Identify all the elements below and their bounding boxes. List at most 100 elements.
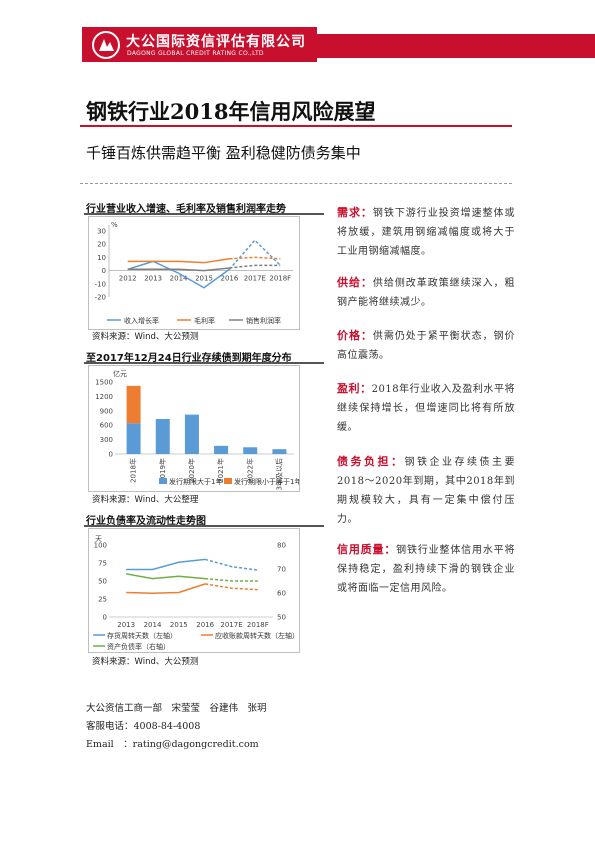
- chart2-x-tick: 2021年: [216, 458, 225, 483]
- chart2-bar: [126, 385, 141, 424]
- section-text: 供需仍处于紧平衡状态，钢价高位震荡。: [337, 331, 516, 361]
- section-profit: 盈利：2018年行业收入及盈利水平将继续保持增长，但增速同比将有所放缓。: [337, 379, 515, 437]
- chart3-series-line: [126, 573, 206, 580]
- analyst-team: 大公资信工商一部 宋莹莹 谷建伟 张玥: [86, 703, 267, 714]
- chart3-x-tick: 2018F: [247, 621, 269, 629]
- section-head: 盈利：: [337, 382, 372, 395]
- chart3-x-tick: 2015: [170, 621, 188, 629]
- section-head: 债务负担：: [337, 455, 405, 468]
- logo-emblem-icon: [92, 31, 120, 59]
- chart3-y-tick-left: 50: [98, 578, 107, 586]
- chart1-series-forecast: [228, 239, 281, 270]
- chart2-bar: [214, 445, 229, 454]
- service-phone: 客服电话：4008-84-4008: [86, 721, 201, 732]
- chart1-legend: 收入增长率 毛利率 销售利润率: [107, 316, 281, 325]
- section-text: 钢铁企业存续债主要2018～2020年到期，其中2018年到期规模较大，具有一定…: [337, 457, 515, 525]
- section-text: 供给侧改革政策继续深入，粗钢产能将继续减少。: [337, 278, 516, 308]
- chart1-frame: % 30 20 10 0 -10 -20 2012 2013 2014 2015 2016 2017…: [88, 216, 300, 330]
- chart3-source: 资料来源：Wind、大公预测: [92, 657, 199, 667]
- chart2-bar: [126, 423, 141, 454]
- chart3-x-tick: 2014: [144, 621, 162, 629]
- chart1-y-tick: -10: [95, 280, 106, 288]
- chart3-heading: 行业负债率及流动性走势图: [86, 516, 206, 527]
- section-credit: 信用质量：钢铁行业整体信用水平将保持稳定，盈利持续下滑的钢铁企业或将面临一定信用…: [337, 540, 515, 598]
- chart3-series-line: [126, 583, 206, 594]
- chart3-y-tick-left: 75: [98, 560, 107, 568]
- chart3-series-forecast: [204, 558, 258, 571]
- chart3-y-tick-right: 80: [277, 542, 286, 550]
- chart3-x-tick: 2017E: [220, 621, 242, 629]
- chart2-x-tick: 2018年: [129, 458, 138, 483]
- section-text: 2018年行业收入及盈利水平将继续保持增长，但增速同比将有所放缓。: [337, 384, 516, 433]
- chart3-y-tick-left: 0: [103, 614, 107, 622]
- contact-email[interactable]: Email ：rating@dagongcredit.com: [86, 739, 259, 750]
- chart1-x-tick: 2013: [144, 275, 162, 283]
- chart3-series-line: [126, 558, 206, 571]
- chart2-y-tick: 0: [109, 451, 113, 459]
- chart2-heading: 至2017年12月24日行业存续债到期年度分布: [86, 353, 292, 364]
- chart2-bar: [272, 449, 287, 454]
- chart3-legend-item: 存货周转天数（左轴）: [107, 631, 177, 640]
- section-demand: 需求：钢铁下游行业投资增速整体或将放缓，建筑用钢缩减幅度或将大于工业用钢缩减幅度…: [337, 203, 515, 261]
- chart2-y-tick: 300: [100, 436, 113, 444]
- page-title: 钢铁行业2018年信用风险展望: [86, 99, 376, 124]
- chart3-frame: 天 100 75 50 25 0 80 70 60 50 2013 2014 2015 2016 20…: [88, 528, 300, 653]
- chart3-legend-item: 资产负债率（右轴）: [107, 642, 170, 651]
- section-text: 钢铁下游行业投资增速整体或将放缓，建筑用钢缩减幅度或将大于工业用钢缩减幅度。: [337, 208, 516, 257]
- chart1-svg: % 30 20 10 0 -10 -20 2012 2013 2014 2015 2016 2017…: [95, 221, 293, 325]
- section-debt: 债务负担：钢铁企业存续债主要2018～2020年到期，其中2018年到期规模较大…: [337, 452, 515, 529]
- chart2-bar: [243, 447, 258, 454]
- chart1-legend-item: 收入增长率: [124, 316, 159, 325]
- chart3-unit: 天: [95, 535, 102, 543]
- chart2-legend: 发行期限大于1年 发行期限小于等于1年: [159, 477, 301, 486]
- chart3-x-tick: 2016: [196, 621, 214, 629]
- chart1-series-line: [127, 267, 230, 272]
- chart3-legend: 存货周转天数（左轴） 应收账款周转天数（左轴） 资产负债率（右轴）: [93, 631, 299, 651]
- chart1-y-tick: -20: [95, 294, 106, 302]
- chart1-x-tick: 2017E: [244, 275, 266, 283]
- company-name-en: DAGONG GLOBAL CREDIT RATING CO.,LTD: [127, 50, 264, 57]
- section-supply: 供给：供给侧改革政策继续深入，粗钢产能将继续减少。: [337, 273, 515, 312]
- chart2-y-tick: 1200: [95, 393, 113, 401]
- chart3-y-tick-left: 100: [94, 542, 107, 550]
- chart1-legend-item: 毛利率: [194, 316, 215, 325]
- chart3-series-forecast: [205, 583, 258, 591]
- chart1-series-line: [127, 257, 230, 264]
- chart1-unit: %: [111, 221, 118, 229]
- chart2-source: 资料来源：Wind、大公整理: [92, 495, 199, 505]
- chart2-y-tick: 900: [100, 407, 113, 415]
- chart3-y-tick-right: 50: [277, 614, 286, 622]
- chart3-legend-item: 应收账款周转天数（左轴）: [215, 631, 299, 640]
- chart2-svg: 亿元 1500 1200 900 600 300 0 2018年 2019年 2020年 202…: [95, 369, 301, 504]
- page-header: 大公国际资信评估有限公司 DAGONG GLOBAL CREDIT RATING…: [0, 0, 595, 72]
- chart2-bar: [184, 414, 199, 454]
- chart3-y-tick-right: 60: [277, 590, 286, 598]
- section-head: 供给：: [337, 276, 373, 289]
- chart3-y-tick-left: 25: [98, 596, 107, 604]
- company-name-cn: 大公国际资信评估有限公司: [126, 34, 306, 50]
- contact-footer: 大公资信工商一部 宋莹莹 谷建伟 张玥 客服电话：4008-84-4008 Em…: [86, 700, 267, 754]
- section-text: 钢铁行业整体信用水平将保持稳定，盈利持续下滑的钢铁企业或将面临一定信用风险。: [337, 545, 516, 594]
- chart2-legend-item: 发行期限大于1年: [169, 477, 222, 486]
- chart3-series-forecast: [205, 577, 258, 582]
- chart1-y-tick: 0: [102, 267, 106, 275]
- page-subtitle: 千锤百炼供需趋平衡 盈利稳健防债务集中: [86, 144, 361, 162]
- chart2-x-tick: 2023年及以后: [274, 458, 283, 491]
- chart2-x-tick: 2019年: [158, 458, 167, 483]
- chart3-rule: [84, 525, 324, 527]
- chart1-y-tick: 10: [97, 254, 106, 262]
- chart1-series-forecast: [229, 256, 281, 260]
- chart2-y-tick: 600: [100, 422, 113, 430]
- chart2-unit: 亿元: [113, 369, 127, 378]
- chart1-legend-item: 销售利润率: [246, 316, 281, 325]
- chart1-x-tick: 2012: [119, 275, 137, 283]
- chart2-frame: 亿元 1500 1200 900 600 300 0 2018年 2019年 2020年 202…: [88, 365, 301, 504]
- chart1-rule: [84, 213, 324, 215]
- title-divider: [80, 125, 512, 127]
- chart3-x-tick: 2013: [117, 621, 135, 629]
- chart2-rule: [84, 362, 324, 364]
- chart3-svg: 天 100 75 50 25 0 80 70 60 50 2013 2014 2015 2016 20…: [93, 535, 299, 651]
- chart1-y-tick: 30: [97, 228, 106, 236]
- chart1-y-tick: 20: [97, 241, 106, 249]
- chart1-x-tick: 2018F: [269, 275, 291, 283]
